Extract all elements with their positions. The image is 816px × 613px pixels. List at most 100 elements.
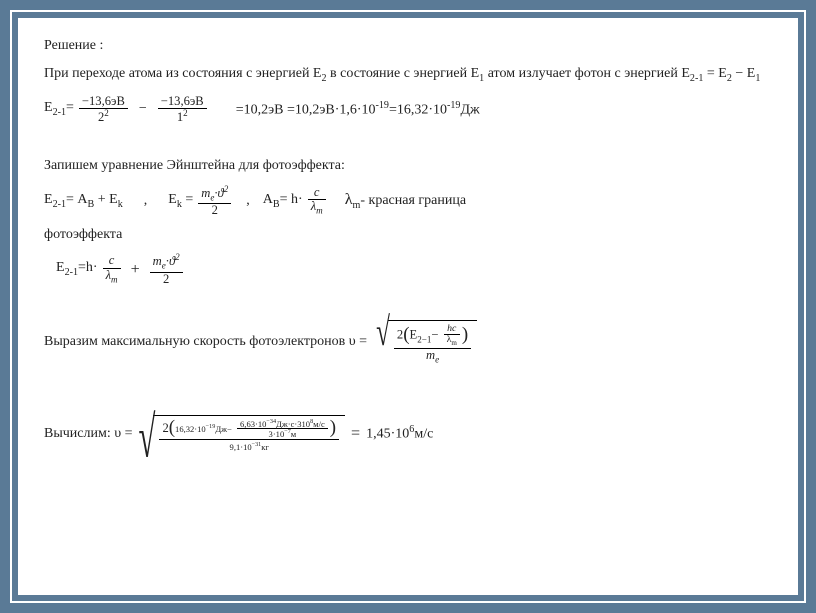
fraction-c-lambda: c λm (306, 186, 328, 216)
numerator: me·ϑ2 (198, 185, 231, 203)
velocity-fraction: 2(Е2−1− hc λm ) me (392, 324, 473, 365)
numerator: −13,6эВ (158, 95, 207, 108)
text: Е (44, 192, 53, 207)
einstein-eq-text: Запишем уравнение Эйнштейна для фотоэффе… (44, 156, 772, 176)
final-result: 1,45·106м/с (366, 423, 433, 445)
text: =16,32·10 (389, 102, 447, 117)
plus-icon: + (131, 258, 140, 281)
minus-sign: − (139, 99, 147, 119)
text: в состояние с энергией Е (327, 66, 480, 81)
sub: 2-1 (65, 267, 78, 278)
fraction-c-lambda-2: c λm (101, 254, 123, 284)
numerator: hc (444, 324, 460, 334)
numerator: 2(Е2−1− hc λm ) (394, 324, 471, 348)
sub: В (273, 198, 280, 209)
text: атом излучает фотон с энергией Е (484, 66, 690, 81)
numerator: me·ϑ2 (150, 253, 183, 271)
sup: −31 (252, 442, 262, 448)
text: = h· (280, 192, 303, 207)
text: − (732, 66, 747, 81)
sub: m (316, 205, 323, 215)
text: Дж (460, 102, 479, 117)
denominator: 2 (198, 203, 231, 217)
sqrt-icon: √ (376, 313, 390, 385)
text: = Е (703, 66, 726, 81)
sqrt-body: 2(16,32·10−19Дж− 6,63·10−34Дж·с·3108м/с … (153, 415, 345, 454)
energy-calc-line: Е2-1= −13,6эВ 22 − −13,6эВ 12 =10,2эВ =1… (44, 95, 772, 125)
inner-border: Решение : При переходе атома из состояни… (10, 10, 806, 603)
text: m (153, 255, 162, 269)
velocity-expression: Выразим максимальную скорость фотоэлектр… (44, 320, 772, 365)
sup: -19 (376, 100, 389, 111)
text: Е (56, 260, 65, 275)
denominator: 3·10−7м (237, 428, 328, 439)
numerator: 6,63·10−34Дж·с·3108м/с (237, 419, 328, 429)
fraction-kinetic: me·ϑ2 2 (196, 185, 233, 217)
hc-lambda-frac: hc λm (442, 324, 462, 348)
text: 1,45·10 (366, 427, 409, 442)
text: =10,2эВ =10,2эВ·1,6·10 (236, 102, 376, 117)
fraction-1: −13,6эВ 22 (77, 95, 130, 125)
sub: k (177, 198, 182, 209)
calc-main-frac: 2(16,32·10−19Дж− 6,63·10−34Дж·с·3108м/с … (157, 419, 341, 454)
text: м/с (414, 427, 433, 442)
page: Решение : При переходе атома из состояни… (18, 18, 798, 595)
text: m (426, 348, 435, 362)
denominator: 9,1·10−31кг (159, 439, 339, 453)
ek-eq: Еk = (168, 190, 193, 212)
text: Дж·с·310 (276, 418, 310, 428)
solution-title: Решение : (44, 36, 772, 56)
text: − (431, 328, 438, 342)
text: м/с (313, 418, 325, 428)
lambda-m-note: λm- красная граница (345, 188, 466, 213)
sup: −34 (266, 419, 276, 425)
sub: 2-1 (53, 198, 66, 209)
text: 16,32·10 (175, 424, 206, 434)
text: m (201, 186, 210, 200)
comma: , (246, 191, 250, 211)
sqrt-expression: √ 2(Е2−1− hc λm ) me (376, 320, 477, 365)
denominator: me (394, 348, 471, 365)
outer-frame: Решение : При переходе атома из состояни… (0, 0, 816, 613)
text: λ (345, 191, 353, 208)
numerator: −13,6эВ (79, 95, 128, 108)
sub: 2-1 (690, 73, 703, 84)
ab-eq: АВ= h· (263, 190, 303, 212)
text: 9,1·10 (230, 442, 252, 452)
text: 3·10 (269, 429, 285, 439)
sup: −19 (206, 424, 216, 430)
paren-icon: ) (462, 324, 468, 345)
denominator: 2 (150, 272, 183, 286)
e21-label: Е2-1= (44, 98, 74, 120)
equals-sign: = (351, 422, 360, 445)
sqrt-calc: √ 2(16,32·10−19Дж− 6,63·10−34Дж·с·3108м/… (139, 415, 345, 454)
text: + Е (94, 192, 117, 207)
fraction-2: −13,6эВ 12 (156, 95, 209, 125)
text: ·ϑ (214, 186, 223, 200)
sup: 2 (175, 252, 180, 262)
sup: 2 (104, 108, 109, 118)
text: 6,63·10 (240, 418, 266, 428)
sup: 2 (224, 184, 229, 194)
inner-frac: 6,63·10−34Дж·с·3108м/с 3·10−7м (235, 419, 330, 440)
denominator: 12 (158, 108, 207, 124)
calculation-row: Вычислим: υ = √ 2(16,32·10−19Дж− 6,63·10… (44, 415, 772, 454)
sub: e (435, 354, 439, 364)
text: кг (261, 442, 269, 452)
comma: , (144, 191, 148, 211)
text: При переходе атома из состояния с энерги… (44, 66, 321, 81)
text: 2 (162, 421, 168, 435)
sup: 2 (183, 108, 188, 118)
text: - красная граница (360, 193, 466, 208)
calc-label: Вычислим: υ = (44, 424, 133, 444)
transition-paragraph: При переходе атома из состояния с энерги… (44, 64, 772, 86)
text: 16,32·10−19Дж− (175, 424, 232, 434)
numerator: c (103, 254, 121, 267)
numerator: 2(16,32·10−19Дж− 6,63·10−34Дж·с·3108м/с … (159, 419, 339, 440)
text: =h· (78, 260, 98, 275)
text: ·ϑ (166, 255, 175, 269)
text: Е (168, 192, 177, 207)
sup: -19 (447, 100, 460, 111)
text: Е (44, 100, 53, 115)
denominator: 22 (79, 108, 128, 124)
